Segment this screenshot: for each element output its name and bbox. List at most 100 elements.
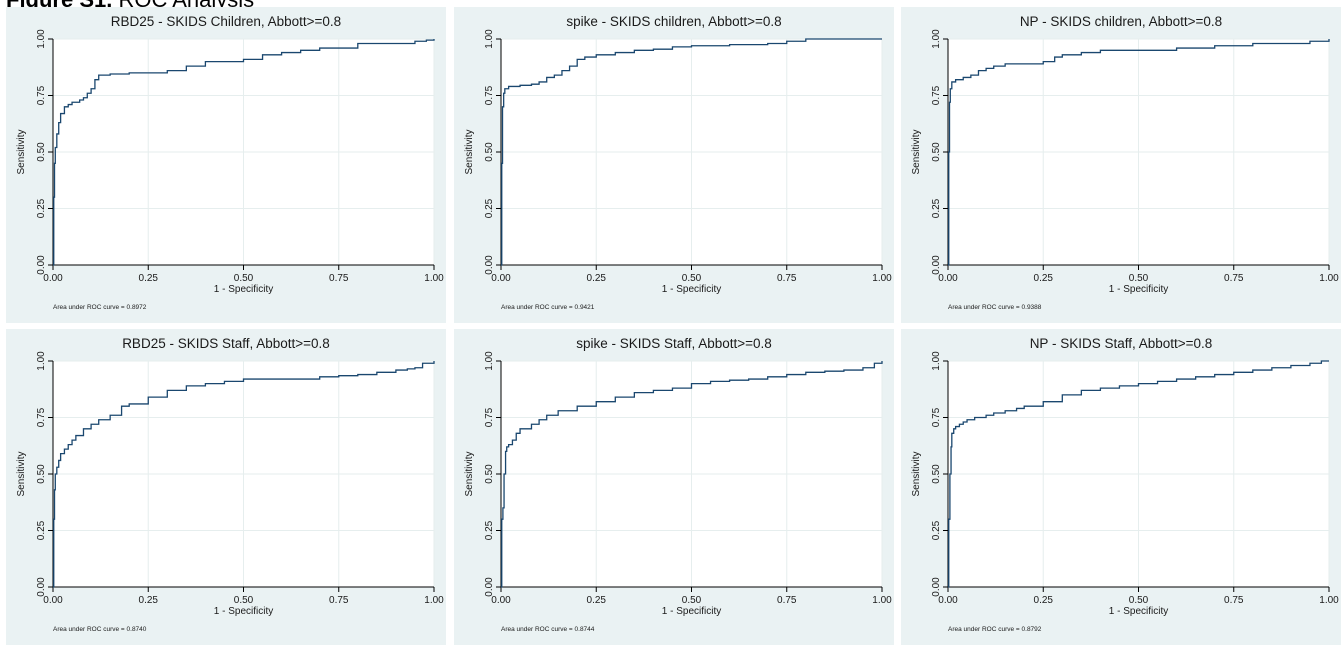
- roc-chart-np-children: 0.00 0.25 0.50 0.75 1.00 0.00 0.25 0.50 0.75 1.00…: [901, 7, 1341, 323]
- x-tick-label: 0.75: [777, 595, 797, 606]
- roc-chart-rbd25-staff: 0.00 0.25 0.50 0.75 1.00 0.00 0.25 0.50 0.75 1.00…: [6, 329, 446, 645]
- y-tick-label: 0.25: [484, 520, 495, 540]
- roc-panel-np-children: 0.00 0.25 0.50 0.75 1.00 0.00 0.25 0.50 0.75 1.00…: [901, 7, 1341, 323]
- x-tick-label: 0.50: [234, 595, 254, 606]
- x-tick-label: 0.50: [234, 273, 254, 284]
- x-tick-label: 0.25: [139, 595, 159, 606]
- y-tick-label: 0.25: [931, 198, 942, 218]
- roc-panel-np-staff: 0.00 0.25 0.50 0.75 1.00 0.00 0.25 0.50 0.75 1.00…: [901, 329, 1341, 645]
- y-tick-label: 1.00: [36, 351, 47, 371]
- chart-title: NP - SKIDS children, Abbott>=0.8: [1020, 14, 1222, 29]
- x-tick-label: 1.00: [1319, 273, 1339, 284]
- y-tick-label: 0.25: [36, 198, 47, 218]
- y-tick-label: 0.25: [931, 520, 942, 540]
- x-axis-label: 1 - Specificity: [214, 606, 273, 617]
- auc-label: Area under ROC curve = 0.8744: [501, 626, 595, 633]
- x-tick-label: 1.00: [424, 595, 444, 606]
- chart-title: spike - SKIDS children, Abbott>=0.8: [566, 14, 781, 29]
- y-tick-label: 0.00: [484, 577, 495, 597]
- y-tick-label: 0.50: [931, 464, 942, 484]
- y-tick-label: 1.00: [36, 29, 47, 49]
- x-tick-label: 1.00: [872, 273, 892, 284]
- y-tick-label: 0.75: [36, 407, 47, 427]
- x-tick-label: 0.00: [491, 273, 511, 284]
- auc-label: Area under ROC curve = 0.9388: [948, 304, 1042, 311]
- y-tick-label: 0.50: [931, 142, 942, 162]
- chart-title: RBD25 - SKIDS Staff, Abbott>=0.8: [122, 336, 330, 351]
- chart-title: RBD25 - SKIDS Children, Abbott>=0.8: [111, 14, 341, 29]
- y-tick-label: 0.50: [36, 464, 47, 484]
- x-tick-label: 1.00: [872, 595, 892, 606]
- roc-curve-line: [53, 39, 435, 266]
- roc-chart-spike-children: 0.00 0.25 0.50 0.75 1.00 0.00 0.25 0.50 0.75 1.00…: [454, 7, 894, 323]
- auc-label: Area under ROC curve = 0.8972: [53, 304, 147, 311]
- auc-label: Area under ROC curve = 0.8740: [53, 626, 147, 633]
- roc-curve-line: [501, 38, 882, 266]
- x-tick-label: 0.00: [491, 595, 511, 606]
- x-tick-label: 0.75: [777, 273, 797, 284]
- y-axis-label: Sensitivity: [16, 451, 27, 496]
- y-tick-label: 0.75: [36, 85, 47, 105]
- y-tick-label: 0.75: [484, 85, 495, 105]
- x-tick-label: 0.50: [1129, 595, 1149, 606]
- x-tick-label: 1.00: [424, 273, 444, 284]
- x-tick-label: 0.25: [587, 595, 607, 606]
- y-tick-label: 0.50: [36, 142, 47, 162]
- y-tick-label: 0.75: [484, 407, 495, 427]
- y-tick-label: 0.75: [931, 407, 942, 427]
- y-axis-label: Sensitivity: [464, 129, 475, 174]
- x-tick-label: 0.00: [938, 273, 958, 284]
- y-tick-label: 0.50: [484, 142, 495, 162]
- auc-label: Area under ROC curve = 0.9421: [501, 304, 595, 311]
- y-tick-label: 0.75: [931, 85, 942, 105]
- y-axis-label: Sensitivity: [16, 129, 27, 174]
- x-tick-label: 1.00: [1319, 595, 1339, 606]
- roc-panel-spike-children: 0.00 0.25 0.50 0.75 1.00 0.00 0.25 0.50 0.75 1.00…: [454, 7, 894, 323]
- y-tick-label: 0.00: [36, 255, 47, 275]
- x-tick-label: 0.25: [1034, 595, 1054, 606]
- y-tick-label: 0.00: [36, 577, 47, 597]
- auc-label: Area under ROC curve = 0.8792: [948, 626, 1042, 633]
- x-tick-label: 0.75: [1224, 595, 1244, 606]
- roc-panel-rbd25-staff: 0.00 0.25 0.50 0.75 1.00 0.00 0.25 0.50 0.75 1.00…: [6, 329, 446, 645]
- x-tick-label: 0.50: [1129, 273, 1149, 284]
- y-tick-label: 0.00: [484, 255, 495, 275]
- roc-curve-line: [948, 360, 1329, 588]
- roc-curve-line: [948, 39, 1330, 266]
- y-tick-label: 0.25: [484, 198, 495, 218]
- x-axis-label: 1 - Specificity: [1109, 606, 1168, 617]
- x-axis-label: 1 - Specificity: [1109, 284, 1168, 295]
- x-axis-label: 1 - Specificity: [662, 284, 721, 295]
- roc-panel-spike-staff: 0.00 0.25 0.50 0.75 1.00 0.00 0.25 0.50 0.75 1.00…: [454, 329, 894, 645]
- roc-chart-spike-staff: 0.00 0.25 0.50 0.75 1.00 0.00 0.25 0.50 0.75 1.00…: [454, 329, 894, 645]
- x-axis-label: 1 - Specificity: [662, 606, 721, 617]
- x-tick-label: 0.50: [682, 273, 702, 284]
- x-tick-label: 0.25: [587, 273, 607, 284]
- roc-curve-line: [501, 361, 883, 588]
- x-tick-label: 0.75: [1224, 273, 1244, 284]
- x-tick-label: 0.00: [938, 595, 958, 606]
- x-tick-label: 0.75: [329, 595, 349, 606]
- y-axis-label: Sensitivity: [911, 129, 922, 174]
- y-tick-label: 0.00: [931, 577, 942, 597]
- roc-panel-rbd25-children: 0.00 0.25 0.50 0.75 1.00 0.00 0.25 0.50 0.75 1.00…: [6, 7, 446, 323]
- y-tick-label: 1.00: [931, 29, 942, 49]
- y-axis-label: Sensitivity: [464, 451, 475, 496]
- y-tick-label: 1.00: [931, 351, 942, 371]
- y-tick-label: 0.50: [484, 464, 495, 484]
- x-tick-label: 0.25: [139, 273, 159, 284]
- y-tick-label: 0.00: [931, 255, 942, 275]
- roc-curve-line: [53, 361, 435, 588]
- y-tick-label: 0.25: [36, 520, 47, 540]
- chart-title: spike - SKIDS Staff, Abbott>=0.8: [576, 336, 772, 351]
- x-tick-label: 0.75: [329, 273, 349, 284]
- y-tick-label: 1.00: [484, 29, 495, 49]
- x-tick-label: 0.25: [1034, 273, 1054, 284]
- x-tick-label: 0.50: [682, 595, 702, 606]
- chart-title: NP - SKIDS Staff, Abbott>=0.8: [1030, 336, 1213, 351]
- roc-chart-np-staff: 0.00 0.25 0.50 0.75 1.00 0.00 0.25 0.50 0.75 1.00…: [901, 329, 1341, 645]
- y-tick-label: 1.00: [484, 351, 495, 371]
- y-axis-label: Sensitivity: [911, 451, 922, 496]
- x-tick-label: 0.00: [43, 595, 63, 606]
- x-axis-label: 1 - Specificity: [214, 284, 273, 295]
